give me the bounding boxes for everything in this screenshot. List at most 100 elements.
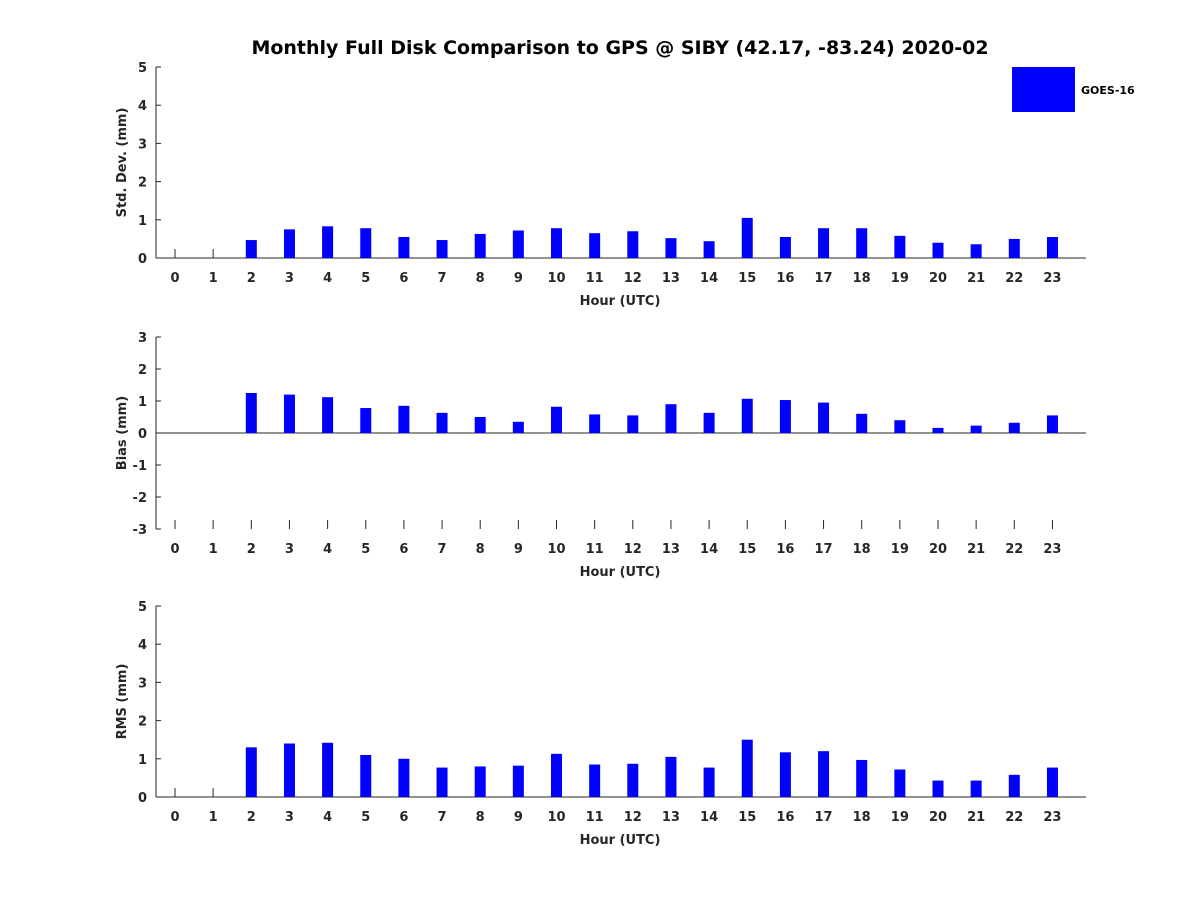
x-tick-label: 13 — [662, 271, 680, 286]
x-tick-label: 3 — [285, 542, 294, 557]
x-tick-label: 9 — [514, 810, 523, 825]
x-tick-label: 11 — [586, 542, 604, 557]
bar-bias-hour-5 — [360, 408, 372, 433]
bar-rms-hour-14 — [703, 767, 715, 797]
bar-bias-hour-20 — [932, 427, 944, 433]
bar-bias-hour-14 — [703, 412, 715, 433]
chart-title: Monthly Full Disk Comparison to GPS @ SI… — [251, 37, 988, 59]
bar-rms-hour-2 — [245, 747, 257, 797]
bar-std-dev-hour-3 — [283, 229, 295, 258]
y-tick-label: 4 — [138, 99, 147, 114]
x-tick-label: 21 — [967, 542, 985, 557]
x-tick-label: 21 — [967, 271, 985, 286]
bar-bias-hour-3 — [283, 394, 295, 433]
x-tick-label: 11 — [586, 271, 604, 286]
bar-std-dev-hour-19 — [894, 235, 906, 258]
x-tick-label: 12 — [624, 271, 642, 286]
bar-rms-hour-21 — [970, 780, 982, 797]
bar-rms-hour-10 — [551, 753, 562, 797]
x-tick-label: 0 — [170, 810, 179, 825]
y-tick-label: 5 — [138, 61, 147, 76]
bar-rms-hour-22 — [1008, 774, 1020, 797]
x-tick-label: 17 — [815, 542, 833, 557]
y-tick-label: 5 — [138, 600, 147, 615]
x-tick-label: 5 — [361, 271, 370, 286]
x-tick-label: 18 — [853, 810, 871, 825]
x-tick-label: 11 — [586, 810, 604, 825]
bar-bias-hour-21 — [970, 425, 982, 433]
x-tick-label: 8 — [476, 542, 485, 557]
bar-bias-hour-10 — [551, 406, 562, 433]
x-axis-label: Hour (UTC) — [580, 833, 661, 848]
x-tick-label: 23 — [1043, 810, 1061, 825]
bar-rms-hour-13 — [665, 756, 677, 797]
x-tick-label: 5 — [361, 810, 370, 825]
bar-rms-hour-23 — [1046, 767, 1058, 797]
y-axis-label: Bias (mm) — [115, 396, 130, 470]
bar-rms-hour-16 — [779, 752, 791, 797]
x-axis-label: Hour (UTC) — [580, 294, 661, 309]
x-tick-label: 21 — [967, 810, 985, 825]
y-tick-label: 0 — [138, 791, 147, 806]
bar-std-dev-hour-11 — [589, 233, 601, 258]
y-tick-label: 3 — [138, 676, 147, 691]
y-tick-label: 1 — [138, 214, 147, 229]
bar-std-dev-hour-16 — [779, 236, 791, 258]
x-axis-label: Hour (UTC) — [580, 565, 661, 580]
y-tick-label: 0 — [138, 427, 147, 442]
x-tick-label: 3 — [285, 810, 294, 825]
bar-bias-hour-2 — [245, 393, 257, 433]
x-tick-label: 15 — [738, 271, 756, 286]
bar-rms-hour-3 — [283, 743, 295, 797]
x-tick-label: 12 — [624, 542, 642, 557]
bar-std-dev-hour-15 — [741, 217, 753, 258]
y-tick-label: 1 — [138, 753, 147, 768]
x-tick-label: 14 — [700, 810, 718, 825]
bar-bias-hour-9 — [512, 421, 524, 433]
bar-std-dev-hour-18 — [856, 228, 868, 258]
x-tick-label: 17 — [815, 810, 833, 825]
x-tick-label: 18 — [853, 542, 871, 557]
x-tick-label: 20 — [929, 271, 947, 286]
x-tick-label: 13 — [662, 542, 680, 557]
bar-rms-hour-18 — [856, 759, 868, 797]
y-tick-label: -3 — [133, 523, 147, 538]
y-tick-label: 2 — [138, 363, 147, 378]
x-tick-label: 19 — [891, 810, 909, 825]
x-tick-label: 2 — [247, 542, 256, 557]
y-tick-label: 3 — [138, 137, 147, 152]
bar-bias-hour-15 — [741, 398, 753, 433]
bar-std-dev-hour-21 — [970, 244, 982, 258]
x-tick-label: 14 — [700, 271, 718, 286]
bar-bias-hour-4 — [322, 397, 334, 433]
bar-rms-hour-4 — [322, 742, 334, 797]
y-tick-label: 3 — [138, 331, 147, 346]
bar-std-dev-hour-8 — [474, 233, 486, 258]
bar-rms-hour-7 — [436, 767, 448, 797]
x-tick-label: 4 — [323, 542, 332, 557]
bar-std-dev-hour-6 — [398, 236, 410, 258]
x-tick-label: 22 — [1005, 542, 1023, 557]
y-tick-label: 2 — [138, 176, 147, 191]
bar-rms-hour-11 — [589, 764, 601, 797]
y-tick-label: -1 — [133, 459, 147, 474]
y-tick-label: 2 — [138, 715, 147, 730]
y-tick-label: -2 — [133, 491, 147, 506]
x-tick-label: 10 — [547, 271, 565, 286]
x-tick-label: 7 — [438, 810, 447, 825]
bar-bias-hour-17 — [818, 402, 830, 433]
x-tick-label: 5 — [361, 542, 370, 557]
bar-std-dev-hour-2 — [245, 240, 257, 258]
bar-std-dev-hour-22 — [1008, 238, 1020, 258]
x-tick-label: 8 — [476, 271, 485, 286]
x-tick-label: 15 — [738, 810, 756, 825]
bar-std-dev-hour-20 — [932, 242, 944, 258]
bar-rms-hour-19 — [894, 769, 906, 797]
x-tick-label: 23 — [1043, 271, 1061, 286]
bar-rms-hour-12 — [627, 763, 639, 797]
x-tick-label: 4 — [323, 271, 332, 286]
bar-std-dev-hour-17 — [818, 228, 830, 258]
